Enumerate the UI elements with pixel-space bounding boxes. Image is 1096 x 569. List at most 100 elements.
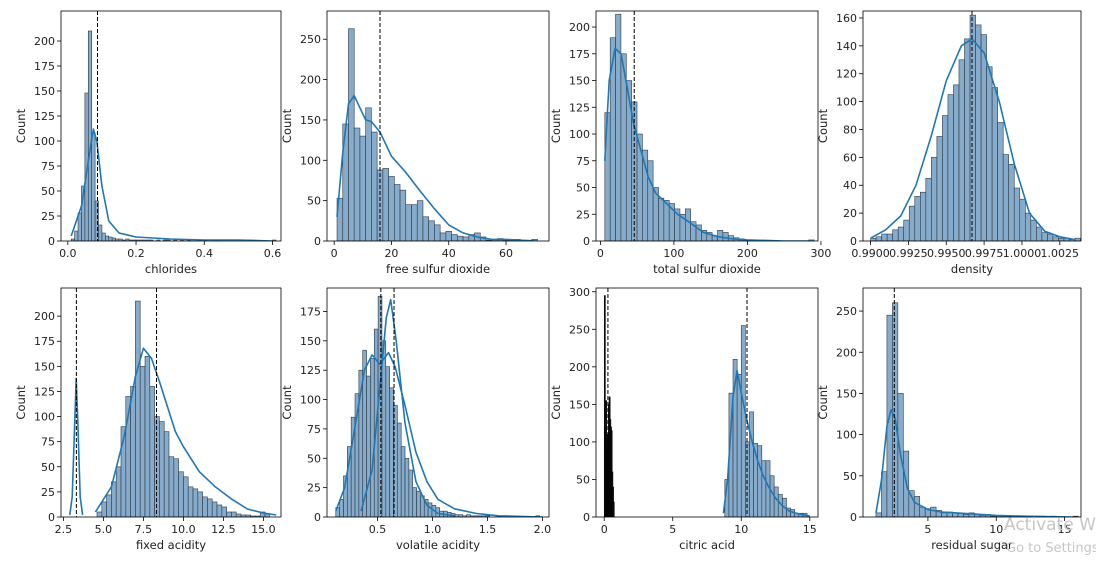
- hist-bar: [914, 196, 921, 241]
- axes-frame: [326, 10, 550, 242]
- hist-bar: [87, 30, 92, 241]
- kde-curve: [722, 369, 810, 517]
- hist-bar: [975, 24, 982, 241]
- x-tick-label: 60: [499, 247, 513, 260]
- hist-bar: [931, 157, 938, 241]
- x-tick-label: 15: [1058, 523, 1072, 536]
- axes-frame: [595, 287, 819, 518]
- hist-bar: [404, 457, 410, 517]
- y-tick-label: 100: [34, 135, 55, 148]
- x-tick-label: 40: [442, 247, 456, 260]
- hist-bar: [941, 512, 948, 517]
- dense-hist-bar: [612, 501, 615, 517]
- x-axis-label: density: [951, 262, 993, 276]
- hist-bar: [886, 233, 893, 241]
- y-tick-label: 0: [48, 511, 55, 524]
- hist-bar: [399, 189, 407, 241]
- y-tick-label: 50: [576, 182, 590, 195]
- hist-bar: [1047, 233, 1054, 241]
- hist-bar: [1074, 237, 1081, 241]
- y-tick-label: 150: [300, 335, 321, 348]
- y-tick-label: 0: [314, 511, 321, 524]
- hist-bar: [101, 501, 107, 517]
- hist-bar: [173, 239, 178, 241]
- y-tick-label: 50: [41, 185, 55, 198]
- hist-bar: [359, 135, 366, 241]
- x-tick-label: 0.9900: [851, 247, 890, 260]
- y-tick-label: 100: [569, 436, 590, 449]
- hist-bar: [388, 176, 395, 241]
- x-tick-label: 0.9925: [889, 247, 928, 260]
- hist-bar: [1041, 232, 1048, 241]
- x-tick-label: 0.0: [59, 247, 77, 260]
- hist-bar: [221, 506, 227, 517]
- kde-curve: [875, 409, 1072, 517]
- hist-bar: [168, 456, 175, 517]
- y-tick-label: 50: [307, 452, 321, 465]
- hist-bar: [77, 212, 82, 241]
- hist-bar: [226, 511, 232, 517]
- hist-bar: [997, 122, 1004, 241]
- hist-bar: [881, 233, 888, 241]
- hist-bar: [111, 237, 116, 241]
- y-tick-label: 0: [314, 235, 321, 248]
- x-tick-label: 0.6: [264, 247, 282, 260]
- axes-frame: [60, 10, 282, 242]
- y-tick-label: 20: [843, 207, 857, 220]
- y-tick-label: 75: [41, 436, 55, 449]
- x-tick-label: 0.5: [369, 523, 387, 536]
- hist-bar: [187, 486, 194, 517]
- x-tick-label: 5: [669, 523, 676, 536]
- y-axis-label: Count: [816, 385, 830, 420]
- hist-bar: [115, 466, 122, 517]
- x-tick-label: 1.0025: [1041, 247, 1080, 260]
- hist-bar: [163, 431, 170, 517]
- hist-bar: [149, 239, 154, 241]
- hist-bar: [942, 115, 949, 241]
- hist-bar: [919, 506, 926, 517]
- hist-bar: [197, 491, 203, 517]
- hist-bar: [211, 501, 218, 517]
- x-axis-label: fixed acidity: [136, 538, 206, 552]
- x-tick-label: 0: [601, 523, 608, 536]
- hist-bar: [875, 236, 882, 241]
- axes-frame: [326, 287, 550, 518]
- hist-bar: [451, 234, 458, 241]
- hist-bar: [920, 191, 927, 241]
- hist-bar: [434, 224, 441, 241]
- kde-curve-secondary: [360, 298, 455, 517]
- hist-bar: [216, 504, 223, 517]
- hist-bar: [875, 512, 882, 517]
- hist-bar: [381, 340, 387, 517]
- hist-bar: [422, 216, 429, 241]
- y-tick-label: 200: [569, 21, 590, 34]
- activate-windows-watermark: Activate W: [1004, 515, 1096, 535]
- y-tick-label: 125: [34, 110, 55, 123]
- hist-bar: [428, 220, 435, 241]
- hist-bar: [416, 490, 421, 517]
- y-tick-label: 100: [569, 128, 590, 141]
- kde-curve: [336, 94, 535, 241]
- go-to-settings-watermark: Go to Settings: [1006, 541, 1096, 556]
- axes-frame: [862, 287, 1082, 518]
- hist-bar: [159, 421, 165, 517]
- y-tick-label: 150: [34, 85, 55, 98]
- y-tick-label: 25: [307, 482, 321, 495]
- kde-curve: [70, 128, 273, 241]
- y-tick-label: 175: [34, 60, 55, 73]
- hist-bar: [892, 229, 899, 241]
- x-tick-label: 15.0: [251, 523, 276, 536]
- x-tick-label: 10: [734, 523, 748, 536]
- hist-bar: [178, 471, 184, 517]
- hist-bar: [101, 232, 106, 241]
- hist-bar: [957, 513, 964, 517]
- y-axis-label: Count: [549, 385, 563, 420]
- hist-bar: [740, 325, 746, 517]
- hist-bar: [969, 14, 976, 241]
- subplot-4: 0.9900 0.9925 0.9950 0.9975 1.0000 1.0025 0 20 4…: [816, 10, 1082, 276]
- y-tick-label: 75: [41, 160, 55, 173]
- hist-bar: [892, 302, 899, 517]
- x-tick-label: 5.0: [95, 523, 113, 536]
- hist-bar: [1019, 198, 1026, 241]
- hist-bar: [139, 366, 146, 517]
